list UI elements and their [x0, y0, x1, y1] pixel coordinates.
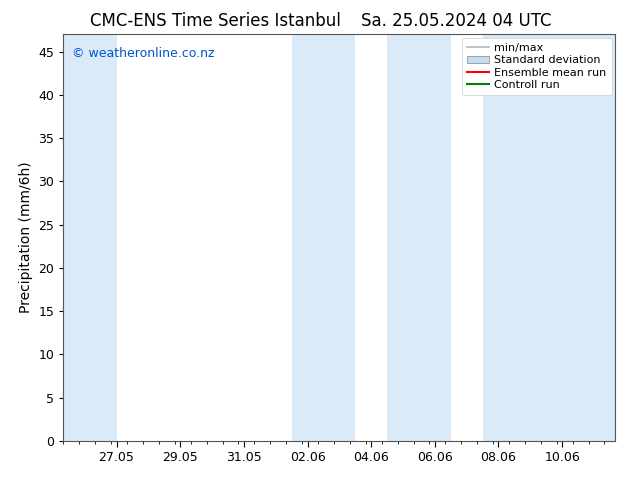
Bar	[387, 34, 451, 441]
Text: CMC-ENS Time Series Istanbul: CMC-ENS Time Series Istanbul	[90, 12, 341, 30]
Y-axis label: Precipitation (mm/6h): Precipitation (mm/6h)	[19, 162, 33, 314]
Bar	[482, 34, 615, 441]
Bar	[63, 34, 117, 441]
Bar	[292, 34, 355, 441]
Text: © weatheronline.co.nz: © weatheronline.co.nz	[72, 47, 214, 59]
Legend: min/max, Standard deviation, Ensemble mean run, Controll run: min/max, Standard deviation, Ensemble me…	[462, 38, 612, 96]
Text: Sa. 25.05.2024 04 UTC: Sa. 25.05.2024 04 UTC	[361, 12, 552, 30]
